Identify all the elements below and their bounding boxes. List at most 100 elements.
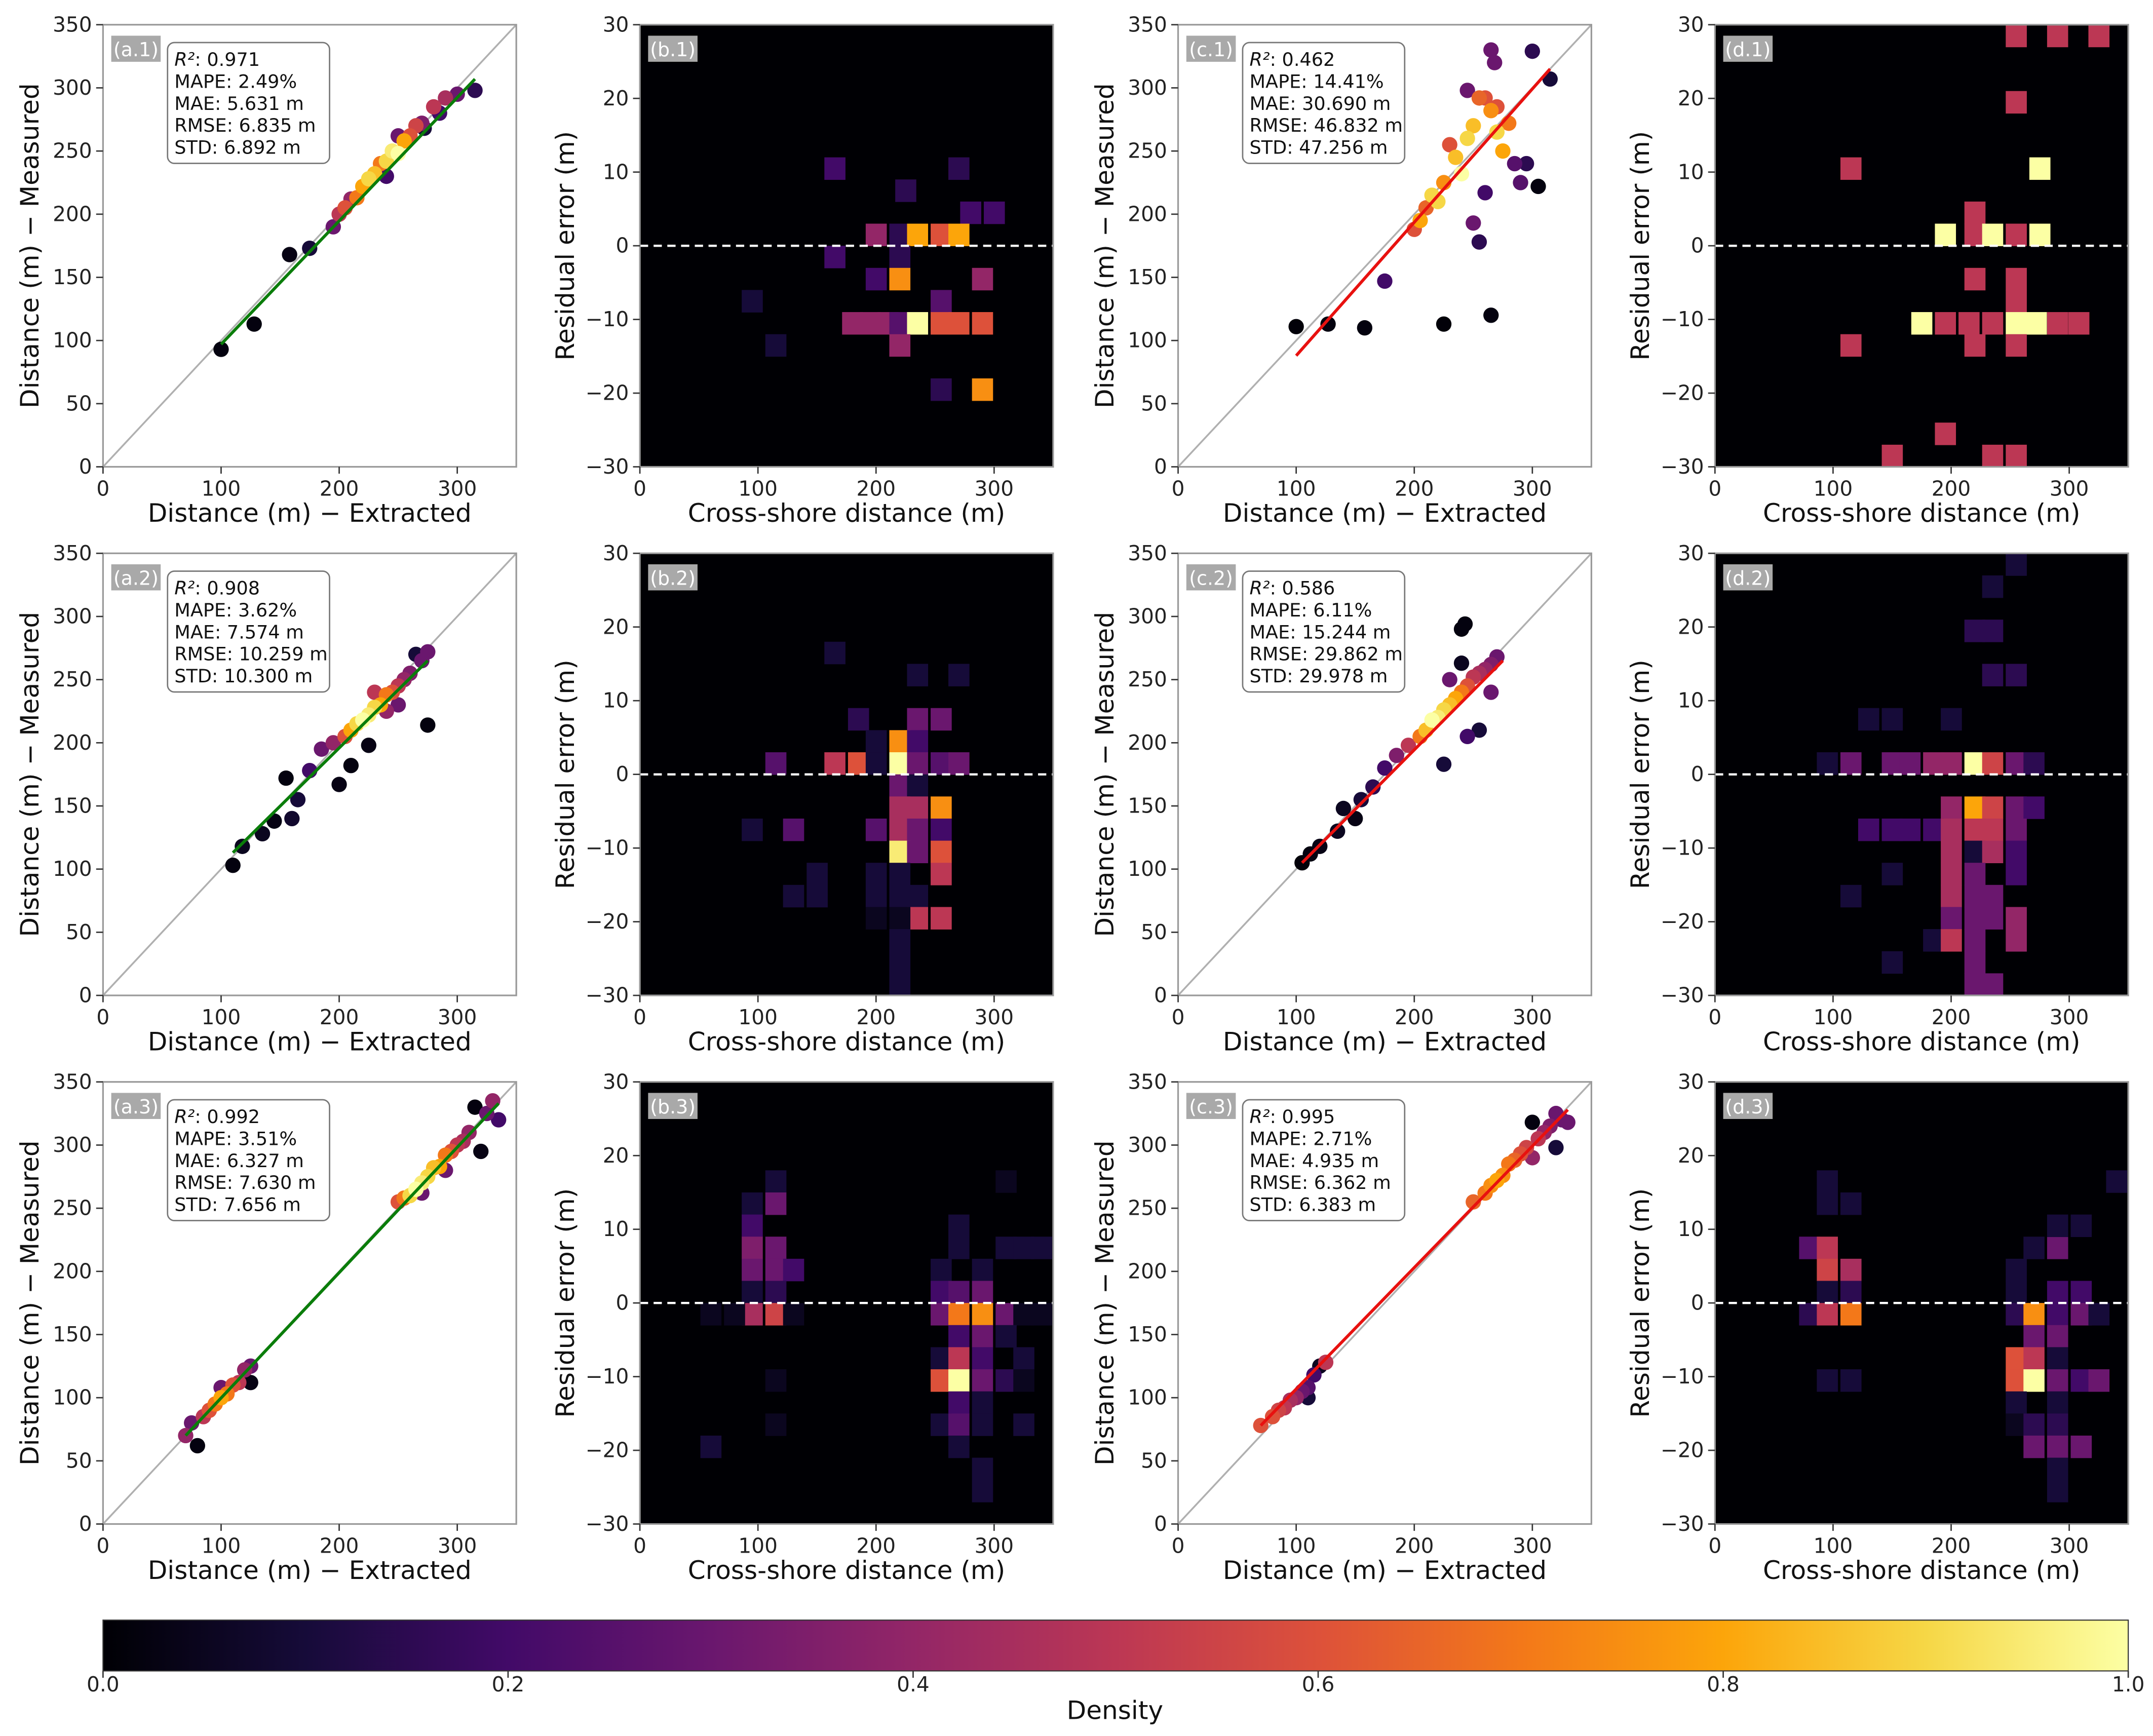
scatter-point — [314, 741, 329, 757]
stat-value: 2.49% — [238, 70, 297, 92]
heatmap-cell — [948, 752, 970, 775]
heatmap-cell — [765, 1170, 787, 1193]
heatmap-cell — [889, 951, 911, 974]
heatmap-cell — [783, 818, 804, 841]
heatmap-cell — [1964, 201, 1986, 224]
heatmap-cell — [1881, 863, 1903, 885]
heatmap-cell — [895, 179, 916, 202]
scatter-point — [438, 90, 453, 106]
y-tick-label: 200 — [53, 202, 92, 226]
heatmap-cell — [889, 334, 911, 357]
scatter-point — [1457, 616, 1473, 632]
stats-box-frame — [167, 42, 330, 164]
x-tick-label: 0 — [1172, 476, 1185, 500]
x-tick-label: 200 — [856, 476, 896, 500]
heatmap-cell — [1840, 884, 1862, 908]
heatmap-cell — [824, 641, 845, 665]
heatmap-cell — [1840, 1281, 1862, 1303]
y-tick-label: −10 — [586, 307, 629, 331]
scatter-point — [1330, 823, 1345, 839]
heatmap-cell — [2023, 796, 2045, 819]
scatter-point — [361, 738, 376, 753]
panel-label: (d.2) — [1723, 564, 1773, 591]
y-tick-label: 350 — [53, 1069, 92, 1094]
heatmap-cell — [1941, 929, 1962, 952]
heatmap-cell — [2047, 24, 2068, 48]
scatter-point — [449, 86, 465, 102]
x-tick-label: 100 — [738, 1005, 778, 1029]
heatmap-cell — [2047, 1369, 2068, 1392]
heatmap-cell — [2047, 1281, 2068, 1303]
regression-line — [220, 78, 476, 345]
axes-frame — [102, 552, 517, 996]
scatter-point — [1306, 1367, 1322, 1383]
scatter-point — [1519, 156, 1534, 172]
panel-label-text: (d.3) — [1725, 1096, 1771, 1118]
heatmap-cell — [2023, 752, 2045, 775]
colorbar-tick-label: 0.6 — [1302, 1672, 1335, 1696]
stat-r2: R²: 0.586 — [1250, 577, 1335, 599]
heatmap-cell — [1840, 1369, 1862, 1392]
stat-r2: R²: 0.971 — [174, 49, 260, 70]
y-axis-label: Residual error (m) — [1625, 1188, 1655, 1418]
stat-label: STD — [1250, 1194, 1287, 1216]
y-tick-label: 0 — [616, 762, 629, 786]
heatmap-cell — [1941, 796, 1962, 819]
heatmap-cell — [2006, 664, 2027, 686]
x-axis-label: Cross-shore distance (m) — [1763, 1555, 2081, 1585]
heatmap-cell — [1964, 951, 1986, 974]
y-tick-label: 150 — [53, 794, 92, 818]
heatmap-cell — [765, 1281, 787, 1303]
scatter-point — [254, 826, 271, 842]
panel-label-text: (a.3) — [113, 1096, 159, 1118]
stat-mape: MAPE: 6.11% — [1250, 599, 1372, 621]
stat-value: 2.71% — [1313, 1128, 1372, 1149]
heatmap-cell — [1935, 312, 1956, 335]
y-tick-label: 100 — [1128, 328, 1167, 353]
heatmap-cell — [742, 1258, 763, 1282]
x-tick-label: 100 — [202, 1533, 241, 1558]
heatmap-cell — [1982, 620, 2004, 642]
stat-value: 29.978 m — [1299, 665, 1388, 687]
heatmap-cell — [2047, 1214, 2068, 1238]
stat-value: 46.832 m — [1314, 114, 1403, 136]
colorbar: 0.0 0.2 0.4 0.6 0.8 1.0 Density — [87, 1619, 2144, 1725]
y-tick-label: 350 — [1128, 541, 1167, 565]
heatmap-cell — [2070, 1435, 2092, 1458]
y-tick-label: −10 — [586, 1364, 629, 1388]
scatter-point — [426, 99, 442, 115]
heatmap-cell — [931, 1347, 952, 1370]
heatmap-cell — [972, 1325, 993, 1348]
heatmap-cell — [995, 1237, 1017, 1259]
panel-label-box — [1723, 564, 1773, 591]
heatmap-cell — [1013, 1303, 1034, 1326]
stat-label: R² — [1250, 1106, 1270, 1128]
panel-label: (c.2) — [1186, 564, 1236, 591]
stat-value: 10.300 m — [224, 665, 313, 687]
y-axis-label: Distance (m) − Measured — [15, 1140, 45, 1465]
heatmap-cell — [865, 907, 887, 930]
heatmap-cell — [931, 312, 952, 335]
heatmap-cell — [865, 818, 887, 841]
panel-b-2: (b.2) 0 100 200 300 −30 −20 −10 0 10 20 30 Cross-sho… — [550, 541, 1054, 1056]
panel-label-box — [1723, 35, 1773, 62]
heatmap-cell — [742, 1303, 763, 1326]
heatmap-cell — [931, 840, 952, 864]
heatmap-cell — [1982, 664, 2004, 686]
stats-box-frame — [1242, 1099, 1406, 1221]
y-tick-label: 0 — [616, 1291, 629, 1315]
heatmap-cell — [783, 1258, 804, 1282]
heatmap-cell — [948, 1214, 970, 1238]
heatmap-cell — [865, 863, 887, 885]
heatmap-cell — [931, 1303, 952, 1326]
y-tick-label: 30 — [1678, 541, 1704, 565]
scatter-point — [1507, 156, 1523, 172]
heatmap-cell — [972, 1258, 993, 1282]
heatmap-cell — [1840, 1303, 1862, 1326]
y-tick-label: −20 — [1661, 381, 1704, 405]
heatmap-cell — [2006, 863, 2027, 885]
panel-label: (b.2) — [648, 564, 698, 591]
heatmap-cell — [995, 1369, 1017, 1392]
